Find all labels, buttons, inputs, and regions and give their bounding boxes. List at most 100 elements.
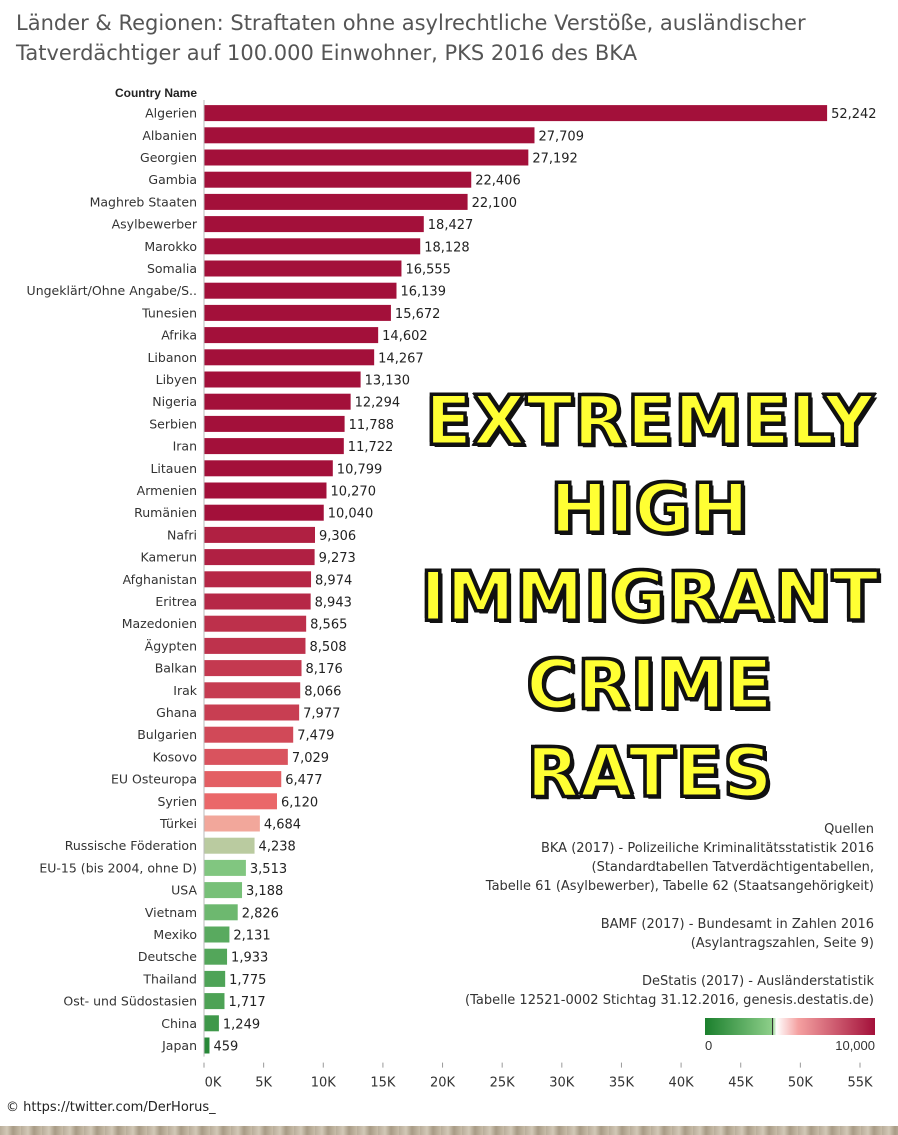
bar [204,882,243,899]
bar [204,660,302,677]
category-label: Bulgarien [137,727,197,742]
bar-value-label: 16,555 [405,263,451,278]
category-label: Ägypten [145,638,197,653]
sources-block: Quellen BKA (2017) - Polizeiliche Krimin… [454,820,874,1029]
category-label: Iran [173,439,197,454]
category-label: Russische Föderation [65,838,197,853]
bar [204,171,472,188]
x-tick-label: 25K [490,1076,516,1091]
bar [204,282,397,299]
bar [204,149,529,166]
bar-value-label: 8,974 [315,573,352,588]
bar-value-label: 7,029 [292,751,329,766]
bar [204,549,315,566]
chart-title-line-1: Länder & Regionen: Straftaten ohne asylr… [16,11,806,35]
bar-value-label: 16,139 [400,285,446,300]
color-legend-gradient [705,1018,875,1035]
category-label: Gambia [148,172,197,187]
bar [204,1015,219,1032]
bar-value-label: 22,100 [472,196,518,211]
bar-value-label: 10,799 [337,462,383,477]
category-label: Ost- und Südostasien [63,994,197,1009]
category-label: Mexiko [153,927,197,942]
bar-value-label: 1,249 [223,1017,260,1032]
bar [204,771,282,788]
bar [204,438,344,455]
bar-value-label: 11,722 [348,440,394,455]
x-tick-label: 20K [430,1076,456,1091]
color-legend-min-label: 0 [705,1038,713,1053]
bar-chart: Country Name Algerien 52,242 Albanien 27,709… [27,86,877,1091]
bar-value-label: 22,406 [475,174,520,189]
bar [204,593,311,610]
bar [204,637,306,654]
source-bka-line-3: Tabelle 61 (Asylbewerber), Tabelle 62 (S… [485,879,874,894]
bar [204,793,277,810]
category-label: Asylbewerber [112,217,198,232]
bar [204,304,391,321]
category-label: Balkan [155,661,197,676]
bar [204,460,333,477]
bar-value-label: 1,933 [231,951,268,966]
bar [204,571,312,588]
bar-value-label: 18,427 [428,218,474,233]
category-label: Nigeria [152,394,197,409]
bar [204,615,307,632]
bar-value-label: 7,977 [303,707,340,722]
category-label: EU-15 (bis 2004, ohne D) [39,860,197,875]
bar [204,482,327,499]
category-label: Afrika [161,328,197,343]
color-legend-max-label: 10,000 [835,1038,875,1053]
category-label: Algerien [145,106,197,121]
category-label: Nafri [167,527,197,542]
bar-value-label: 3,188 [246,884,283,899]
bar-value-label: 8,565 [310,618,347,633]
sources-heading: Quellen [824,822,874,837]
bar [204,238,421,255]
bar-value-label: 1,775 [229,973,266,988]
overlay-caption: EXTREMELY HIGH IMMIGRANT CRIME RATES [405,378,895,818]
bar [204,948,228,965]
bar-value-label: 10,270 [330,485,376,500]
category-label: Vietnam [145,905,197,920]
bar [204,393,351,410]
bar-value-label: 459 [213,1040,238,1055]
category-label: Afghanistan [123,572,197,587]
bar-value-label: 8,943 [315,596,352,611]
bar [204,260,402,277]
bar-value-label: 14,602 [382,329,428,344]
category-label: Armenien [137,483,197,498]
bar-value-label: 14,267 [378,351,424,366]
bar [204,216,424,233]
bar-value-label: 27,709 [538,129,584,144]
credit-link[interactable]: © https://twitter.com/DerHorus_ [6,1100,216,1115]
category-label: Somalia [147,261,197,276]
category-label: Irak [173,683,197,698]
x-tick-label: 10K [311,1076,337,1091]
category-label: Eritrea [155,594,197,609]
bar [204,415,345,432]
x-tick-label: 30K [549,1076,575,1091]
bar-value-label: 8,066 [304,684,341,699]
source-bka-line-1: BKA (2017) - Polizeiliche Kriminalitätss… [540,841,874,856]
bar [204,371,361,388]
category-label: USA [171,883,197,898]
category-label: Litauen [150,461,197,476]
bar-value-label: 4,684 [264,818,301,833]
x-tick-label: 5K [255,1076,272,1091]
bar [204,349,375,366]
category-label: Ghana [156,705,197,720]
overlay-line-4: CRIME [525,645,774,727]
category-label: Libanon [147,350,197,365]
category-label: Maghreb Staaten [90,194,197,209]
bar [204,726,294,743]
category-label: Serbien [149,416,197,431]
bar [204,926,230,943]
bar [204,682,301,699]
bar-value-label: 11,788 [349,418,395,433]
color-legend-tick [772,1018,773,1035]
bar [204,704,300,721]
category-header: Country Name [115,86,197,100]
chart-title-line-2: Tatverdächtiger auf 100.000 Einwohner, P… [16,41,638,65]
source-destatis-line-2: (Tabelle 12521-0002 Stichtag 31.12.2016,… [465,993,874,1008]
